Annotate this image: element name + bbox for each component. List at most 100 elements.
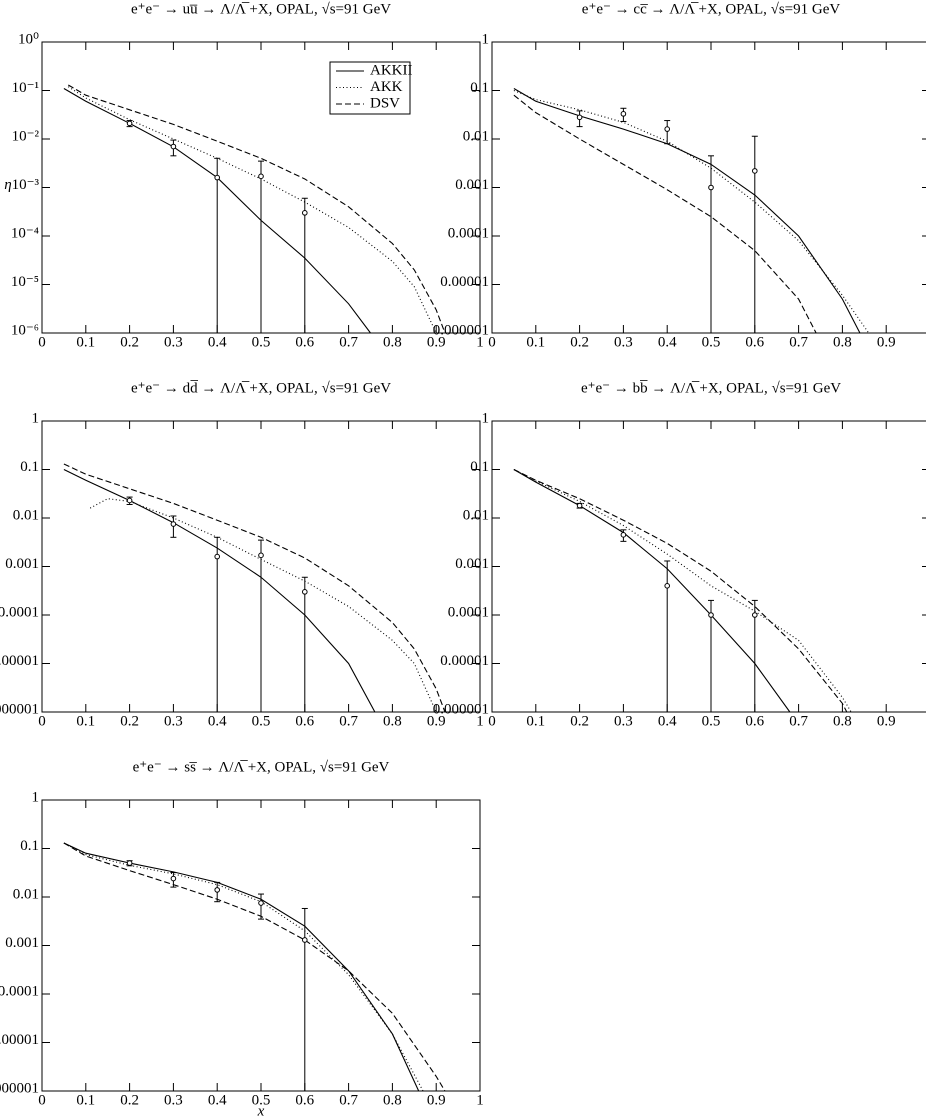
data-point [258,173,264,180]
y-tick-label: 10⁻⁴ [11,225,39,241]
data-point [752,168,758,174]
x-tick-label: 0.8 [383,713,402,729]
curve [513,469,852,712]
y-tick-label: 10⁻⁶ [11,322,39,338]
data-point [126,860,133,866]
plot-frame [41,799,481,1092]
x-tick-label: 0 [38,334,46,350]
y-tick-label: 0.01 [13,507,39,523]
data-point [170,875,177,882]
x-tick-label: 0.7 [339,713,358,729]
x-tick-label: 0.3 [164,1092,183,1108]
y-tick-label: 0.0001 [448,604,489,620]
y-tick-label: 0.00001 [440,274,489,290]
x-tick-label: 0.4 [658,334,677,350]
x-tick-label: 0.9 [877,713,896,729]
data-point [214,174,220,181]
legend-label: DSV [370,95,400,111]
curve [513,89,870,333]
panel-title: e⁺e⁻ → ss̅ → Λ/Λ̅ +X, OPAL, √s=91 GeV [133,759,390,775]
y-tick-label: 0.01 [13,886,39,902]
panel: e⁺e⁻ → uu̅ → Λ/Λ̅ +X, OPAL, √s=91 GeV 0 0.… [4,1,483,350]
x-tick-label: 0.1 [76,1092,95,1108]
y-tick-label: 0.0001 [0,604,39,620]
y-tick-label: 1 [482,410,490,426]
y-tick-label: 0.00001 [0,653,39,669]
legend-label: AKKII [370,62,413,78]
y-tick-label: 1 [482,31,490,47]
curve [67,86,437,333]
curve [513,94,817,333]
y-tick-label: 0.000001 [0,1080,39,1096]
panel-title: e⁺e⁻ → cc̅ → Λ/Λ̅ +X, OPAL, √s=91 GeV [582,1,841,17]
legend-label: AKK [370,79,403,95]
curve [513,469,791,712]
x-tick-label: 0.8 [833,334,852,350]
data-point [664,126,671,132]
data-point [302,210,308,216]
curve [63,842,446,1091]
y-tick-label: 10⁻² [12,128,40,144]
data-point [258,900,264,906]
y-tick-label: 0.1 [470,80,489,96]
x-tick-label: 0.7 [789,334,808,350]
x-tick-label: 0.3 [164,713,183,729]
y-tick-label: 0.000001 [0,701,39,717]
x-tick-label: 0.8 [383,1092,402,1108]
x-tick-label: 0.1 [526,713,545,729]
x-tick-label: 0 [38,713,46,729]
x-tick-label: 0.6 [295,334,314,350]
data-point [170,143,177,150]
data-point [576,502,583,509]
x-tick-label: 0.4 [658,713,677,729]
x-tick-label: 0.3 [614,334,633,350]
x-axis-label: x [257,1103,265,1116]
x-tick-label: 0.5 [702,334,721,350]
data-point [620,532,627,538]
x-tick-label: 0 [38,1092,46,1108]
x-tick-label: 0.7 [789,713,808,729]
y-tick-label: 0.0001 [0,983,39,999]
x-tick-label: 0.1 [76,334,95,350]
x-tick-label: 0.6 [295,713,314,729]
data-point [258,552,264,559]
curve [513,88,861,333]
data-point [170,521,177,527]
panel-title: e⁺e⁻ → uu̅ → Λ/Λ̅ +X, OPAL, √s=91 GeV [131,1,391,17]
x-tick-label: 0.6 [745,713,764,729]
data-point [126,120,133,127]
x-tick-label: 0.5 [252,1092,271,1108]
x-tick-label: 0.1 [76,713,95,729]
y-tick-label: 10⁰ [18,31,39,47]
x-tick-label: 1 [476,334,484,350]
x-tick-label: 0.2 [570,334,589,350]
data-point [214,553,220,560]
x-tick-label: 0 [488,713,496,729]
data-point [752,612,758,618]
curve [63,842,424,1091]
x-tick-label: 0.8 [833,713,852,729]
x-tick-label: 0.7 [339,1092,358,1108]
x-tick-label: 0.2 [570,713,589,729]
x-tick-label: 0.5 [702,713,721,729]
y-tick-label: 0.000001 [433,322,489,338]
data-point [708,184,714,191]
y-tick-label: 0.001 [5,556,39,572]
x-tick-label: 0.2 [120,1092,139,1108]
x-tick-label: 0.9 [427,334,446,350]
y-tick-label: 0.01 [463,128,489,144]
data-point [214,887,220,893]
data-point [708,612,714,618]
y-axis-label: η [4,177,11,193]
x-tick-label: 0.2 [120,713,139,729]
y-tick-label: 10⁻³ [12,177,40,193]
x-tick-label: 0.7 [339,334,358,350]
x-tick-label: 0.4 [208,713,227,729]
plot-frame [491,420,926,713]
y-tick-label: 10⁻¹ [12,80,39,96]
data-point [126,497,133,504]
curve [63,842,420,1091]
